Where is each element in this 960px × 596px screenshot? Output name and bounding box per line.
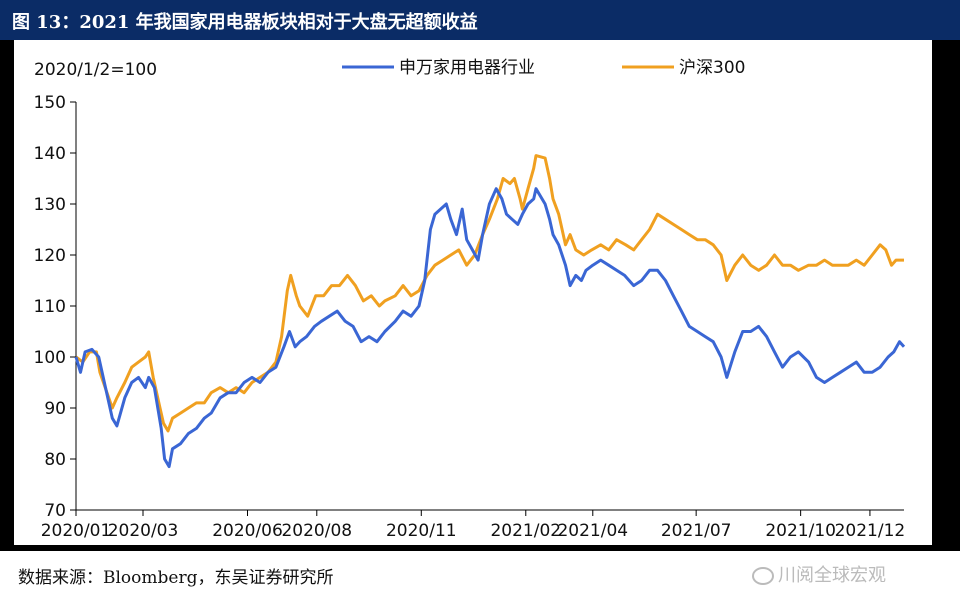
- x-tick-label: 2021/10: [765, 521, 836, 541]
- series-line-hs300: [75, 154, 904, 433]
- x-tick-label: 2021/07: [661, 521, 732, 541]
- x-tick-label: 2021/04: [557, 521, 628, 541]
- title-bar: 图 13：2021 年我国家用电器板块相对于大盘无超额收益: [0, 0, 960, 40]
- legend: 申万家用电器行业 沪深300: [342, 58, 745, 78]
- x-tick-label: 2020/08: [281, 521, 352, 541]
- y-tick-label: 90: [44, 399, 66, 419]
- y-tick-label: 110: [34, 297, 66, 317]
- x-tick-label: 2020/06: [212, 521, 283, 541]
- y-axis: 70 80 90 100 110 120 130 140 150: [34, 93, 77, 521]
- source-note: 数据来源：Bloomberg，东吴证券研究所: [18, 568, 334, 588]
- y-tick-label: 130: [34, 195, 66, 215]
- series-line-appliance: [74, 187, 906, 469]
- y-tick-label: 120: [34, 246, 66, 266]
- watermark: 川阅全球宏观: [752, 561, 886, 587]
- y-tick-label: 100: [34, 348, 66, 368]
- frame-left: [0, 40, 14, 596]
- source-bar: 数据来源：Bloomberg，东吴证券研究所 川阅全球宏观: [0, 551, 960, 596]
- y-tick-label: 70: [44, 501, 66, 521]
- frame-bottom: [0, 545, 960, 551]
- line-chart: 2020/1/2=100 申万家用电器行业 沪深300 70 80 90 100 110…: [34, 58, 906, 541]
- index-note: 2020/1/2=100: [34, 60, 157, 80]
- series-layer: [74, 154, 906, 469]
- chart-area: 2020/1/2=100 申万家用电器行业 沪深300 70 80 90 100 110…: [14, 42, 932, 545]
- x-tick-label: 2020/11: [386, 521, 457, 541]
- legend-label-appliance: 申万家用电器行业: [399, 58, 535, 78]
- x-tick-label: 2021/12: [835, 521, 906, 541]
- x-tick-label: 2020/03: [108, 521, 179, 541]
- x-tick-label: 2020/01: [41, 521, 112, 541]
- watermark-text: 川阅全球宏观: [778, 565, 886, 586]
- x-tick-label: 2021/02: [490, 521, 561, 541]
- wechat-icon: [752, 567, 774, 585]
- y-tick-label: 80: [44, 450, 66, 470]
- y-tick-label: 150: [34, 93, 66, 113]
- frame-right: [932, 40, 960, 596]
- figure-title: 图 13：2021 年我国家用电器板块相对于大盘无超额收益: [12, 12, 478, 33]
- legend-label-hs300: 沪深300: [679, 58, 745, 78]
- y-tick-label: 140: [34, 144, 66, 164]
